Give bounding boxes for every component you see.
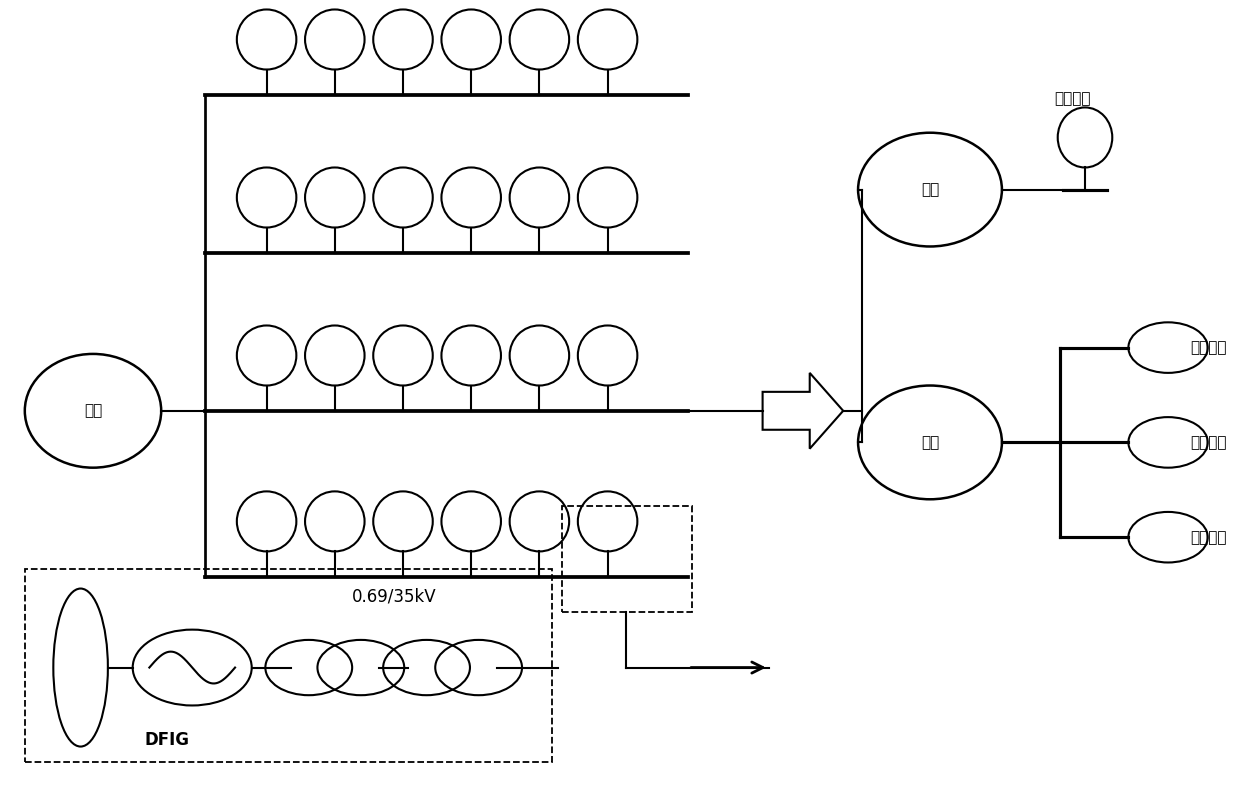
Text: 电网: 电网 — [921, 435, 939, 450]
Text: 电网: 电网 — [921, 182, 939, 197]
Text: 0.69/35kV: 0.69/35kV — [351, 588, 436, 605]
Text: 等値机组: 等値机组 — [1054, 92, 1091, 106]
Text: 等値机组: 等値机组 — [1190, 340, 1226, 355]
Text: 电网: 电网 — [84, 404, 102, 418]
Text: 等値机组: 等値机组 — [1190, 530, 1226, 544]
Text: DFIG: DFIG — [145, 732, 190, 749]
Text: 等値机组: 等値机组 — [1190, 435, 1226, 450]
